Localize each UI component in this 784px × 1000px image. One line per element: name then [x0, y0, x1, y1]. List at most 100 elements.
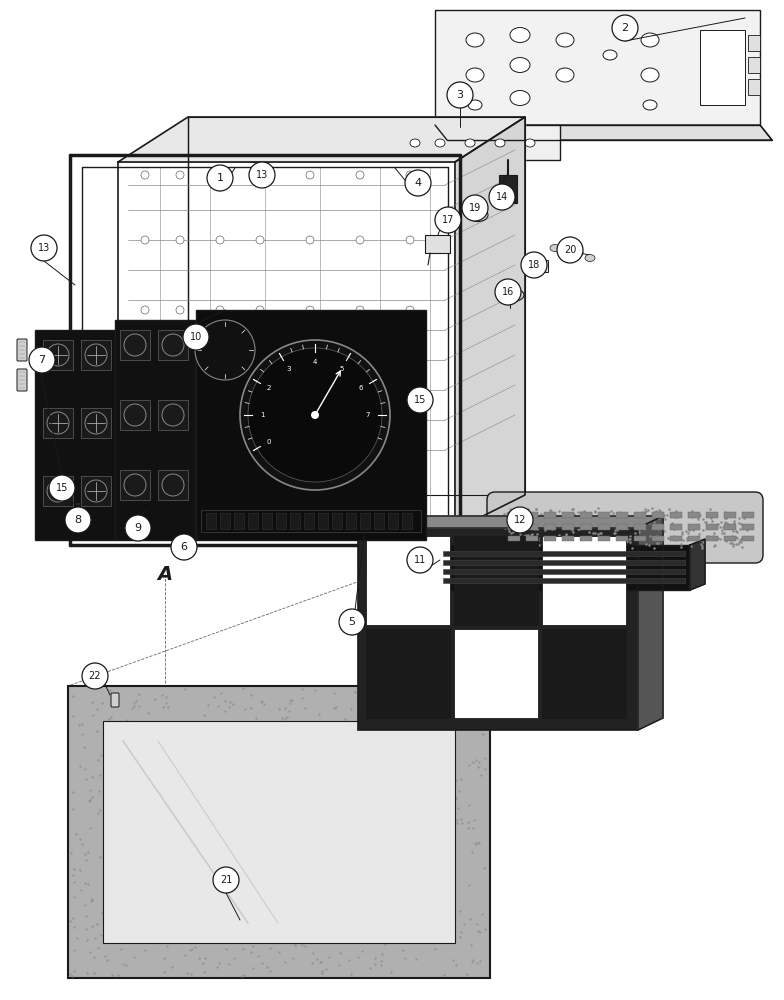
Circle shape [171, 534, 197, 560]
FancyBboxPatch shape [43, 476, 73, 506]
Text: 6: 6 [358, 385, 363, 391]
FancyBboxPatch shape [35, 330, 115, 540]
FancyBboxPatch shape [742, 536, 754, 541]
Circle shape [176, 171, 184, 179]
Ellipse shape [410, 139, 420, 147]
Text: 13: 13 [256, 170, 268, 180]
Polygon shape [118, 117, 525, 162]
Ellipse shape [525, 139, 535, 147]
FancyBboxPatch shape [700, 30, 745, 105]
Circle shape [141, 306, 149, 314]
Circle shape [406, 171, 414, 179]
Ellipse shape [466, 68, 484, 82]
Circle shape [256, 171, 264, 179]
Ellipse shape [643, 100, 657, 110]
Circle shape [339, 609, 365, 635]
Circle shape [176, 446, 184, 454]
Circle shape [407, 547, 433, 573]
Circle shape [49, 475, 75, 501]
FancyBboxPatch shape [51, 479, 59, 497]
FancyBboxPatch shape [634, 536, 646, 541]
Circle shape [141, 171, 149, 179]
Text: 7: 7 [366, 412, 370, 418]
Circle shape [162, 334, 184, 356]
Text: 4: 4 [313, 359, 318, 365]
Circle shape [141, 446, 149, 454]
Circle shape [47, 412, 69, 434]
Text: 11: 11 [414, 555, 426, 565]
FancyBboxPatch shape [201, 510, 421, 532]
Text: 3: 3 [456, 90, 463, 100]
FancyBboxPatch shape [562, 536, 574, 541]
Text: 22: 22 [89, 671, 101, 681]
Circle shape [256, 446, 264, 454]
Circle shape [216, 171, 224, 179]
Circle shape [176, 306, 184, 314]
FancyBboxPatch shape [425, 235, 450, 253]
Circle shape [311, 411, 319, 419]
Circle shape [435, 207, 461, 233]
FancyBboxPatch shape [652, 524, 664, 530]
Ellipse shape [496, 288, 524, 302]
Ellipse shape [603, 50, 617, 60]
Circle shape [612, 15, 638, 41]
FancyBboxPatch shape [544, 536, 556, 541]
Text: 2: 2 [622, 23, 629, 33]
FancyBboxPatch shape [706, 524, 718, 530]
FancyBboxPatch shape [120, 400, 150, 430]
FancyBboxPatch shape [17, 339, 27, 361]
FancyBboxPatch shape [373, 508, 381, 520]
Ellipse shape [556, 68, 574, 82]
FancyBboxPatch shape [120, 470, 150, 500]
Circle shape [462, 195, 488, 221]
FancyBboxPatch shape [454, 536, 538, 625]
FancyBboxPatch shape [580, 524, 592, 530]
Text: 4: 4 [415, 178, 422, 188]
Circle shape [356, 171, 364, 179]
Ellipse shape [495, 139, 505, 147]
FancyBboxPatch shape [290, 513, 300, 529]
Circle shape [82, 663, 108, 689]
Text: A: A [579, 629, 593, 648]
Circle shape [176, 376, 184, 384]
FancyBboxPatch shape [748, 35, 760, 51]
Polygon shape [358, 516, 663, 528]
FancyBboxPatch shape [688, 512, 700, 518]
Circle shape [207, 165, 233, 191]
FancyBboxPatch shape [616, 524, 628, 530]
FancyBboxPatch shape [366, 629, 450, 718]
FancyBboxPatch shape [234, 513, 244, 529]
Text: 19: 19 [469, 203, 481, 213]
FancyBboxPatch shape [118, 162, 455, 530]
Circle shape [256, 306, 264, 314]
Ellipse shape [556, 33, 574, 47]
FancyBboxPatch shape [706, 512, 718, 518]
Polygon shape [638, 516, 663, 730]
Text: 15: 15 [56, 483, 68, 493]
Circle shape [406, 236, 414, 244]
FancyBboxPatch shape [158, 400, 188, 430]
Circle shape [306, 376, 314, 384]
FancyBboxPatch shape [388, 513, 398, 529]
Circle shape [162, 404, 184, 426]
Text: 2: 2 [267, 385, 271, 391]
Circle shape [356, 306, 364, 314]
FancyBboxPatch shape [688, 524, 700, 530]
Text: 0: 0 [267, 438, 271, 444]
Circle shape [213, 867, 239, 893]
Circle shape [216, 236, 224, 244]
FancyBboxPatch shape [670, 536, 682, 541]
Circle shape [306, 171, 314, 179]
FancyBboxPatch shape [616, 512, 628, 518]
FancyBboxPatch shape [724, 512, 736, 518]
Ellipse shape [641, 33, 659, 47]
FancyBboxPatch shape [508, 536, 520, 541]
Text: A: A [158, 564, 172, 584]
Text: 18: 18 [528, 260, 540, 270]
Ellipse shape [510, 27, 530, 42]
FancyBboxPatch shape [158, 330, 188, 360]
Circle shape [256, 376, 264, 384]
Circle shape [125, 515, 151, 541]
FancyBboxPatch shape [542, 629, 626, 718]
Text: 21: 21 [220, 875, 232, 885]
